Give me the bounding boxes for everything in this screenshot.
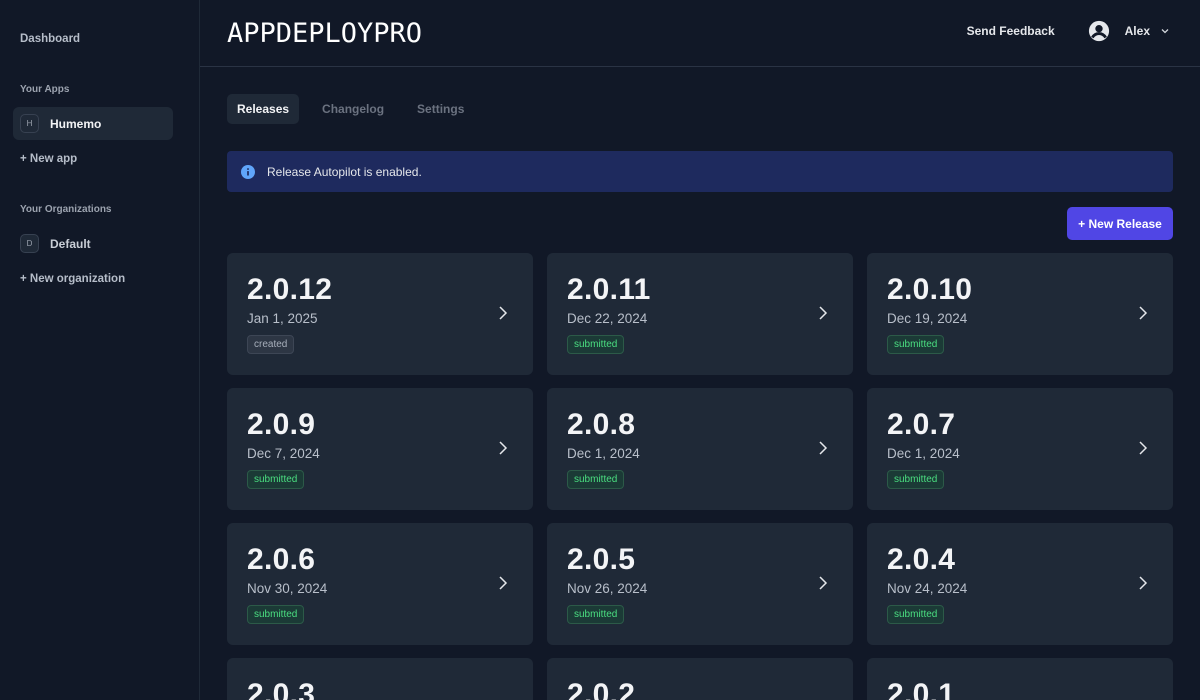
header-actions: Send Feedback Alex — [967, 20, 1170, 42]
chevron-right-icon[interactable] — [497, 440, 509, 456]
chevron-down-icon[interactable] — [1160, 26, 1170, 36]
chevron-right-icon[interactable] — [1137, 575, 1149, 591]
release-date: Nov 26, 2024 — [567, 581, 648, 596]
chevron-right-icon[interactable] — [817, 305, 829, 321]
chevron-right-icon[interactable] — [497, 575, 509, 591]
chevron-right-icon[interactable] — [817, 575, 829, 591]
your-organizations-heading: Your Organizations — [20, 204, 112, 215]
autopilot-banner: Release Autopilot is enabled. — [227, 151, 1173, 192]
release-card[interactable]: 2.0.2 — [547, 658, 853, 700]
sidebar-item-label: Default — [50, 236, 91, 251]
status-badge: submitted — [887, 470, 945, 489]
info-icon — [241, 164, 255, 179]
release-card[interactable]: 2.0.3 — [227, 658, 533, 700]
release-card[interactable]: 2.0.1 — [867, 658, 1173, 700]
new-organization-link[interactable]: + New organization — [20, 273, 126, 285]
release-version: 2.0.2 — [567, 678, 636, 700]
tab-changelog[interactable]: Changelog — [322, 102, 385, 116]
status-badge: created — [247, 335, 295, 354]
release-date: Dec 22, 2024 — [567, 311, 648, 326]
release-version: 2.0.3 — [247, 678, 316, 700]
release-version: 2.0.9 — [247, 408, 316, 441]
org-avatar: D — [20, 234, 39, 253]
chevron-right-icon[interactable] — [817, 440, 829, 456]
new-app-link[interactable]: + New app — [20, 153, 78, 165]
your-apps-heading: Your Apps — [20, 84, 70, 95]
release-date: Dec 19, 2024 — [887, 311, 968, 326]
sidebar-item-default-org[interactable]: D Default — [13, 227, 173, 260]
release-card[interactable]: 2.0.10 Dec 19, 2024 submitted — [867, 253, 1173, 375]
release-card[interactable]: 2.0.6 Nov 30, 2024 submitted — [227, 523, 533, 645]
banner-text: Release Autopilot is enabled. — [267, 164, 422, 179]
release-version: 2.0.6 — [247, 543, 316, 576]
chevron-right-icon[interactable] — [1137, 305, 1149, 321]
release-card[interactable]: 2.0.4 Nov 24, 2024 submitted — [867, 523, 1173, 645]
top-header: APPDEPLOYPRO Send Feedback Alex — [200, 0, 1200, 67]
release-version: 2.0.7 — [887, 408, 956, 441]
tab-settings[interactable]: Settings — [417, 102, 465, 116]
release-date: Dec 1, 2024 — [887, 446, 960, 461]
send-feedback-button[interactable]: Send Feedback — [966, 24, 1055, 38]
status-badge: submitted — [567, 470, 625, 489]
release-version: 2.0.1 — [887, 678, 956, 700]
release-card[interactable]: 2.0.12 Jan 1, 2025 created — [227, 253, 533, 375]
status-badge: submitted — [247, 605, 305, 624]
status-badge: submitted — [567, 605, 625, 624]
release-date: Dec 7, 2024 — [247, 446, 320, 461]
user-avatar-icon[interactable] — [1088, 20, 1110, 42]
status-badge: submitted — [247, 470, 305, 489]
release-version: 2.0.5 — [567, 543, 636, 576]
release-date: Nov 30, 2024 — [247, 581, 328, 596]
new-release-button[interactable]: + New Release — [1067, 207, 1173, 240]
release-card[interactable]: 2.0.7 Dec 1, 2024 submitted — [867, 388, 1173, 510]
sidebar-dashboard-link[interactable]: Dashboard — [20, 33, 81, 45]
release-card[interactable]: 2.0.5 Nov 26, 2024 submitted — [547, 523, 853, 645]
release-version: 2.0.11 — [567, 273, 651, 306]
release-card[interactable]: 2.0.11 Dec 22, 2024 submitted — [547, 253, 853, 375]
status-badge: submitted — [887, 605, 945, 624]
release-version: 2.0.10 — [887, 273, 973, 306]
release-version: 2.0.12 — [247, 273, 333, 306]
chevron-right-icon[interactable] — [1137, 440, 1149, 456]
release-version: 2.0.8 — [567, 408, 636, 441]
user-menu-name[interactable]: Alex — [1124, 24, 1150, 38]
release-card[interactable]: 2.0.8 Dec 1, 2024 submitted — [547, 388, 853, 510]
release-tabs: Releases Changelog Settings — [227, 94, 487, 124]
sidebar-item-label: Humemo — [50, 116, 102, 131]
sidebar-item-humemo[interactable]: H Humemo — [13, 107, 173, 140]
release-date: Nov 24, 2024 — [887, 581, 968, 596]
chevron-right-icon[interactable] — [497, 305, 509, 321]
release-card[interactable]: 2.0.9 Dec 7, 2024 submitted — [227, 388, 533, 510]
releases-grid: 2.0.12 Jan 1, 2025 created 2.0.11 Dec 22… — [227, 253, 1173, 700]
release-version: 2.0.4 — [887, 543, 956, 576]
sidebar: Dashboard Your Apps H Humemo + New app Y… — [0, 0, 200, 700]
main-content: APPDEPLOYPRO Send Feedback Alex Releases… — [200, 0, 1200, 700]
status-badge: submitted — [887, 335, 945, 354]
app-logo[interactable]: APPDEPLOYPRO — [227, 17, 423, 49]
tab-releases[interactable]: Releases — [227, 94, 300, 124]
release-date: Dec 1, 2024 — [567, 446, 640, 461]
status-badge: submitted — [567, 335, 625, 354]
release-date: Jan 1, 2025 — [247, 311, 318, 326]
app-avatar: H — [20, 114, 39, 133]
